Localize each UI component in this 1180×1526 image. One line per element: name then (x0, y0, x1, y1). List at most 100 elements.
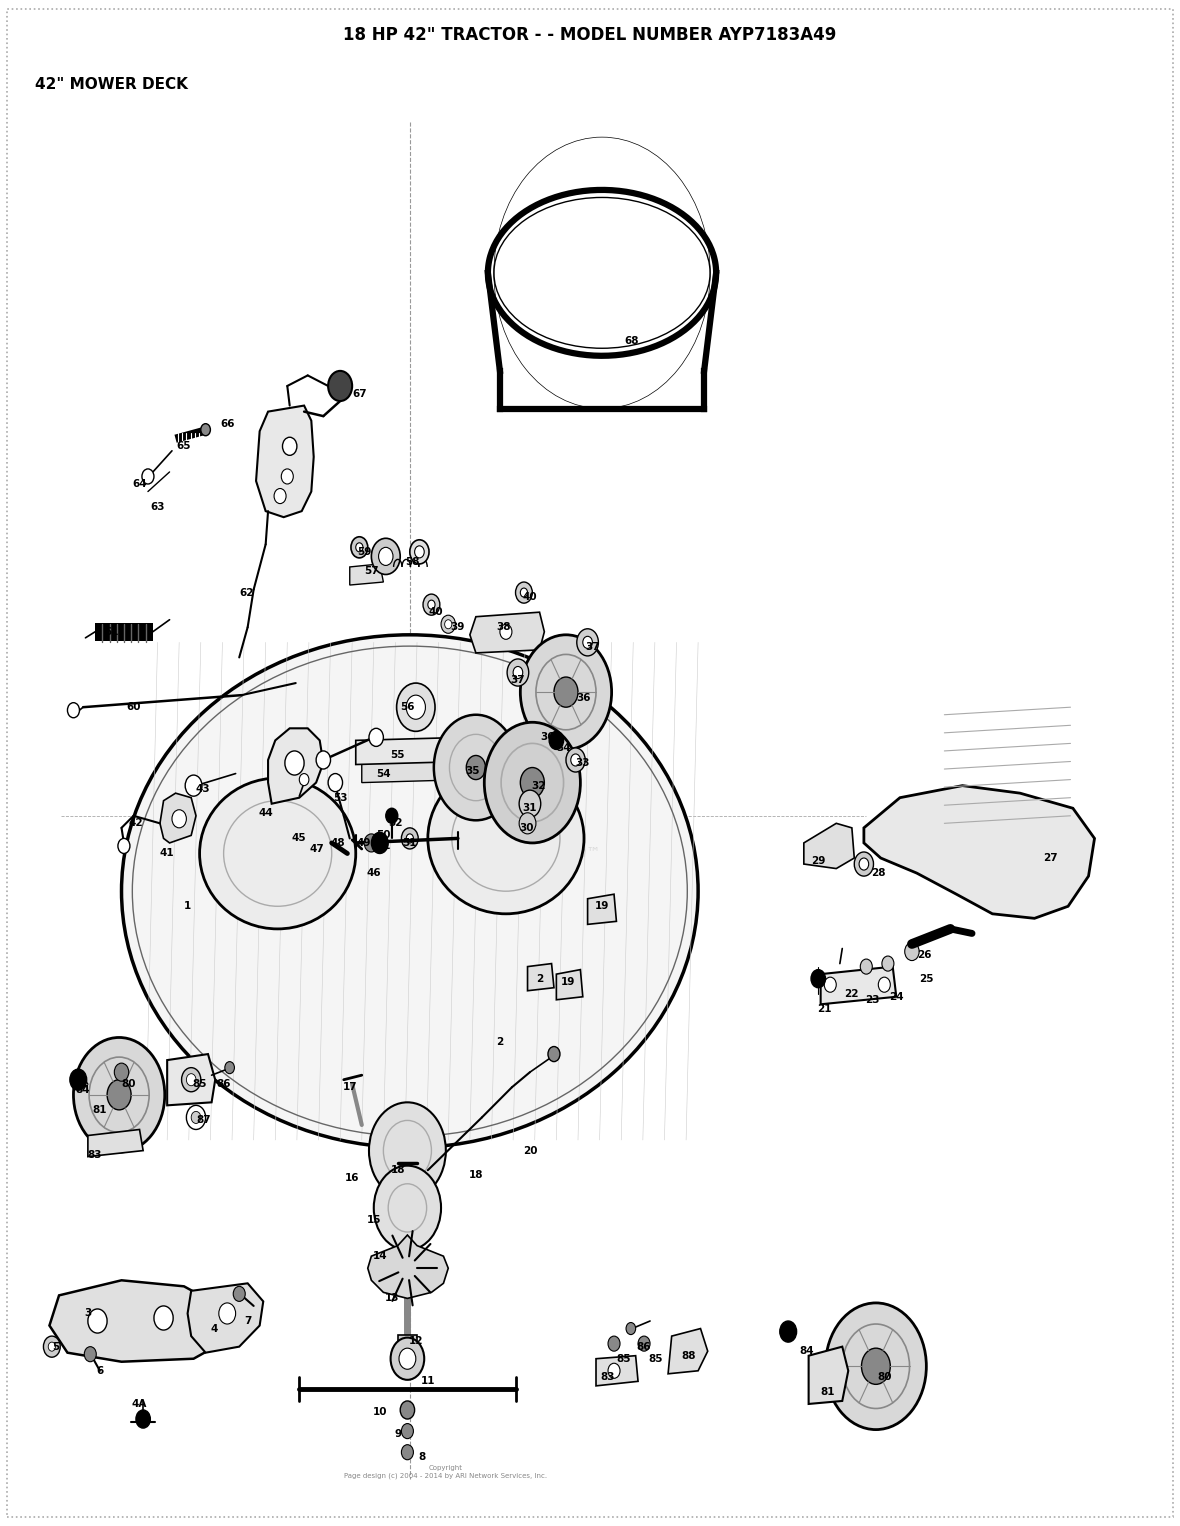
Circle shape (70, 1070, 86, 1090)
Text: 55: 55 (391, 751, 405, 760)
Circle shape (399, 1347, 415, 1369)
Circle shape (186, 1074, 196, 1085)
Text: 62: 62 (240, 588, 254, 598)
Circle shape (374, 1166, 441, 1250)
Circle shape (577, 629, 598, 656)
Circle shape (328, 371, 352, 401)
Circle shape (513, 667, 523, 679)
Text: 10: 10 (373, 1407, 387, 1416)
Polygon shape (168, 1054, 215, 1105)
Text: 34: 34 (556, 743, 571, 752)
Text: 14: 14 (373, 1251, 387, 1260)
Text: 19: 19 (595, 902, 609, 911)
Text: 85: 85 (192, 1079, 206, 1090)
Circle shape (548, 1047, 560, 1062)
Circle shape (391, 1338, 425, 1380)
Polygon shape (470, 612, 544, 653)
Circle shape (365, 833, 379, 852)
Text: 80: 80 (877, 1372, 892, 1383)
Circle shape (172, 810, 186, 827)
Circle shape (274, 488, 286, 504)
Text: 36: 36 (577, 693, 591, 703)
Text: 25: 25 (919, 974, 933, 984)
Circle shape (107, 1080, 131, 1109)
Circle shape (519, 813, 536, 833)
Circle shape (84, 1346, 97, 1361)
Text: 84: 84 (76, 1085, 91, 1096)
Circle shape (401, 1445, 413, 1460)
Circle shape (627, 1323, 636, 1335)
Text: 40: 40 (523, 592, 537, 603)
Text: ARi Partstream™: ARi Partstream™ (483, 847, 601, 861)
Circle shape (494, 137, 710, 409)
Text: 15: 15 (367, 1215, 381, 1225)
Circle shape (516, 581, 532, 603)
Polygon shape (596, 1355, 638, 1386)
Circle shape (780, 1322, 796, 1343)
Text: 31: 31 (523, 803, 537, 813)
Text: 85: 85 (616, 1354, 631, 1364)
Circle shape (400, 1401, 414, 1419)
Polygon shape (808, 1346, 848, 1404)
Circle shape (553, 678, 578, 707)
Text: 65: 65 (177, 441, 191, 452)
Text: 88: 88 (681, 1351, 696, 1361)
Text: 50: 50 (376, 830, 391, 841)
Text: 3: 3 (84, 1308, 92, 1318)
Text: 43: 43 (196, 784, 210, 794)
Text: 23: 23 (865, 995, 879, 1004)
Polygon shape (268, 728, 323, 804)
Circle shape (386, 809, 398, 824)
Circle shape (201, 424, 210, 436)
Circle shape (608, 1363, 620, 1378)
Text: 84: 84 (799, 1346, 813, 1357)
Circle shape (854, 852, 873, 876)
Text: 33: 33 (576, 758, 590, 768)
Circle shape (520, 588, 527, 597)
Text: 18 HP 42" TRACTOR - - MODEL NUMBER AYP7183A49: 18 HP 42" TRACTOR - - MODEL NUMBER AYP71… (343, 26, 837, 44)
Circle shape (549, 731, 564, 749)
Text: 8: 8 (418, 1451, 426, 1462)
Circle shape (905, 943, 919, 960)
Circle shape (44, 1337, 60, 1357)
Text: 57: 57 (365, 566, 379, 577)
Circle shape (608, 1337, 620, 1351)
Text: 46: 46 (367, 868, 381, 877)
Circle shape (379, 548, 393, 566)
Circle shape (185, 775, 202, 797)
Text: 47: 47 (310, 844, 325, 855)
Text: 6: 6 (97, 1366, 104, 1376)
Text: 32: 32 (531, 781, 545, 790)
Text: 44: 44 (258, 807, 273, 818)
Circle shape (186, 1105, 205, 1129)
Circle shape (878, 977, 891, 992)
Circle shape (406, 833, 413, 842)
Circle shape (520, 635, 611, 749)
Circle shape (566, 748, 585, 772)
Text: 7: 7 (244, 1315, 251, 1326)
Circle shape (225, 1062, 235, 1074)
Circle shape (218, 1303, 236, 1325)
Text: 40: 40 (428, 607, 444, 617)
Circle shape (284, 751, 304, 775)
Text: 18: 18 (391, 1166, 405, 1175)
Circle shape (234, 1286, 245, 1302)
Text: 39: 39 (451, 623, 465, 632)
Circle shape (409, 540, 430, 565)
Circle shape (500, 624, 512, 639)
Text: 19: 19 (562, 977, 576, 987)
Polygon shape (349, 565, 384, 584)
Text: 2: 2 (536, 974, 543, 984)
Text: 42" MOWER DECK: 42" MOWER DECK (35, 76, 188, 92)
Text: 63: 63 (150, 502, 165, 511)
Circle shape (401, 1424, 413, 1439)
Ellipse shape (122, 635, 699, 1148)
Ellipse shape (494, 197, 710, 348)
Circle shape (48, 1343, 55, 1351)
Circle shape (860, 958, 872, 974)
Text: 54: 54 (376, 769, 391, 778)
Text: 30: 30 (519, 823, 533, 833)
Circle shape (520, 768, 544, 798)
Text: 4A: 4A (132, 1399, 148, 1408)
Polygon shape (355, 736, 520, 765)
